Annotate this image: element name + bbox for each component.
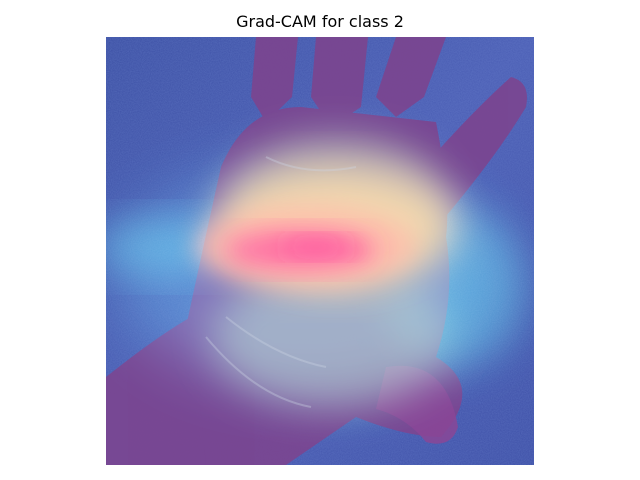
figure-title: Grad-CAM for class 2 [236,12,404,31]
heatmap-overlay [106,37,534,465]
palm-lines [205,156,357,408]
grad-cam-image [106,37,534,465]
heatmap-blobs [106,137,526,407]
